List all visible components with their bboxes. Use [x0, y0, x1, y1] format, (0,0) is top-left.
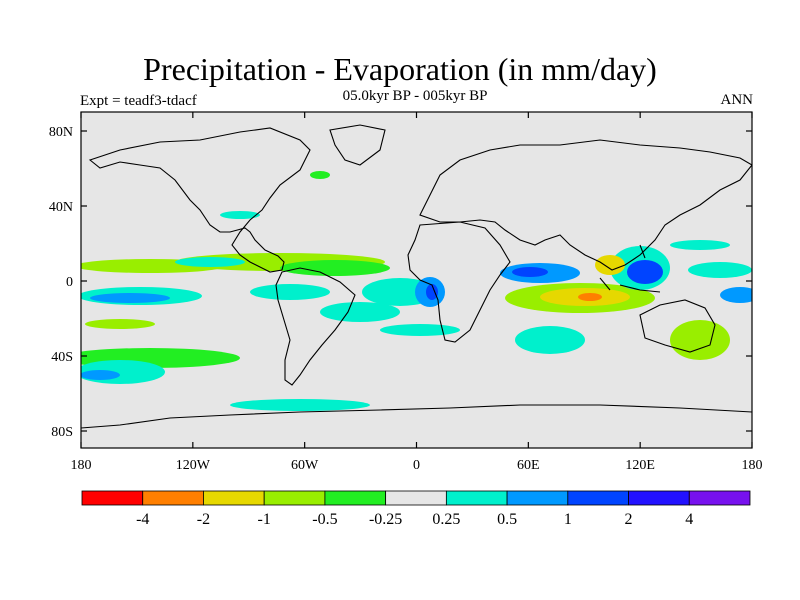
- colorbar-swatch: [506, 490, 569, 506]
- colorbar-swatch: [688, 490, 751, 506]
- colorbar-swatch: [203, 490, 265, 506]
- y-tick-label: 80S: [51, 425, 73, 440]
- x-tick-label: 180: [71, 458, 92, 473]
- map-axes: 180 120W 60W 0 60E 120E 180 80N 40N 0 40S 80S: [49, 112, 763, 473]
- colorbar-swatch: [385, 490, 447, 506]
- map-subtitle: 05.0kyr BP - 005kyr BP: [342, 88, 488, 104]
- x-tick-label: 60W: [291, 458, 319, 473]
- colorbar-swatch: [567, 490, 629, 506]
- colorbar-label: 1: [564, 511, 572, 528]
- x-tick-label: 120E: [625, 458, 655, 473]
- colorbar-label: -2: [197, 511, 210, 528]
- colorbar-swatch: [324, 490, 387, 506]
- colorbar-swatch: [81, 490, 144, 506]
- colorbar-label: 0.5: [497, 511, 517, 528]
- map-title: Precipitation - Evaporation (in mm/day): [143, 51, 657, 87]
- experiment-label: Expt = teadf3-tdacf: [80, 93, 197, 109]
- y-tick-label: 40N: [49, 200, 73, 215]
- colorbar-label: -1: [258, 511, 271, 528]
- map-frame: [80, 111, 753, 449]
- colorbar-swatch: [445, 490, 508, 506]
- colorbar-label: -0.25: [369, 511, 402, 528]
- colorbar-swatch: [142, 490, 204, 506]
- colorbar-label: -4: [136, 511, 149, 528]
- colorbar-label: 2: [625, 511, 633, 528]
- colorbar-label: 4: [685, 511, 693, 528]
- colorbar-swatch: [263, 490, 326, 506]
- coastlines: [81, 124, 752, 429]
- x-tick-label: 0: [413, 458, 420, 473]
- colorbar-label: 0.25: [432, 511, 460, 528]
- season-label: ANN: [720, 92, 754, 108]
- x-tick-label: 120W: [176, 458, 211, 473]
- y-tick-label: 0: [66, 275, 73, 290]
- colorbar: -4 -2 -1 -0.5 -0.25 0.25 0.5 1 2 4: [81, 490, 751, 528]
- colorbar-label: -0.5: [312, 511, 337, 528]
- x-tick-label: 180: [742, 458, 763, 473]
- y-tick-label: 80N: [49, 125, 73, 140]
- y-tick-label: 40S: [51, 350, 73, 365]
- x-tick-label: 60E: [517, 458, 540, 473]
- anomaly-field: [81, 171, 752, 411]
- colorbar-swatch: [628, 490, 690, 506]
